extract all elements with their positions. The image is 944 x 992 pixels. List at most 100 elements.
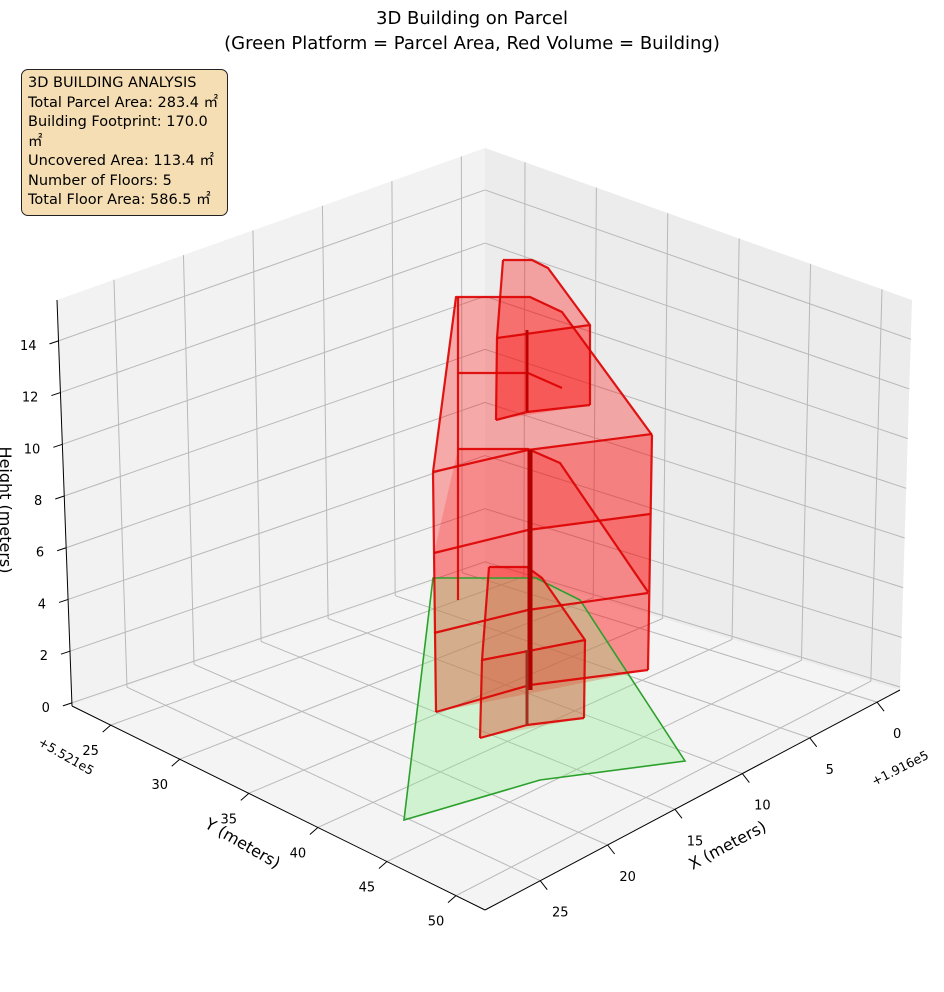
building-edge (646, 434, 654, 671)
z-tick-label: 4 (38, 597, 46, 612)
grid-line-y (317, 638, 733, 828)
grid-line-x (321, 205, 329, 619)
y-tick-label: 45 (359, 881, 376, 896)
grid-line-y (523, 162, 526, 577)
grid-line-y (386, 659, 802, 863)
x-tick (741, 773, 750, 783)
parcel-platform (403, 577, 687, 822)
z-tick-label: 8 (34, 494, 42, 509)
parcel-polygon (403, 577, 687, 822)
chart-title: 3D Building on Parcel (Green Platform = … (0, 6, 944, 56)
grid-line-z (484, 401, 905, 539)
building-edge (494, 337, 499, 421)
z-tick-label: 0 (42, 701, 50, 716)
grid-line-y (455, 680, 872, 897)
x-tick-label: 5 (826, 763, 834, 778)
grid-line-z (484, 455, 904, 589)
x-tick-label: 20 (619, 870, 636, 885)
grid-line-z (69, 508, 486, 652)
info-heading: 3D BUILDING ANALYSIS (28, 75, 197, 91)
grid-line-y (110, 576, 525, 726)
x-tick (674, 808, 683, 819)
building-face (434, 514, 650, 712)
y-tick-label: 25 (82, 744, 99, 759)
info-line: Total Parcel Area: 283.4 ㎡ (28, 94, 219, 111)
y-tick (240, 792, 250, 801)
grid-line-z (71, 561, 486, 704)
grid-line-x (391, 181, 396, 596)
z-axis-line (56, 299, 73, 707)
grid-line-x (460, 156, 463, 573)
building-edge (480, 565, 587, 662)
grid-lines (58, 156, 911, 897)
grid-line-z (62, 295, 486, 445)
building-edge (582, 639, 587, 719)
grid-line-z (65, 401, 486, 549)
z-tick (51, 392, 61, 397)
grid-line-z (60, 242, 486, 394)
grid-line-z (484, 295, 908, 440)
grid-line-x (113, 279, 128, 688)
x-tick-label: 0 (893, 727, 901, 742)
building-face (496, 325, 590, 420)
z-tick-label: 2 (40, 649, 48, 664)
z-axis-label: Height (meters) (0, 447, 15, 574)
info-line: Building Footprint: 170.0 ㎡ (28, 114, 208, 150)
y-tick (447, 895, 457, 904)
info-line: Number of Floors: 5 (28, 172, 172, 189)
y-tick (378, 861, 388, 869)
y-tick (309, 827, 319, 835)
right-pane (485, 148, 912, 690)
z-tick (62, 702, 73, 707)
y-tick-label: 50 (428, 915, 445, 930)
z-tick (53, 443, 63, 448)
grid-line-z (484, 189, 911, 340)
grid-line-x (327, 618, 743, 775)
grid-line-y (592, 187, 597, 598)
grid-line-x (394, 595, 810, 739)
y-tick-label: 35 (221, 812, 238, 827)
grid-line-x (182, 255, 195, 665)
title-line: 3D Building on Parcel (376, 8, 568, 29)
z-tick-label: 12 (22, 391, 39, 406)
floor-pane (72, 565, 900, 910)
z-tick-label: 14 (20, 339, 37, 354)
grid-line-x (252, 230, 262, 642)
y-axis-line (71, 705, 486, 911)
grid-line-z (484, 242, 910, 390)
building-face (434, 449, 650, 592)
y-tick-label: 30 (151, 778, 168, 793)
grid-line-y (179, 597, 594, 760)
analysis-info-box: 3D BUILDING ANALYSIS Total Parcel Area: … (21, 69, 228, 216)
y-tick (171, 758, 181, 767)
grid-line-z (67, 455, 486, 600)
z-tick (55, 495, 65, 500)
building-face (496, 260, 590, 420)
x-tick (809, 737, 818, 748)
grid-line-x (126, 686, 541, 882)
x-tick (539, 880, 548, 891)
info-line: Total Floor Area: 586.5 ㎡ (28, 192, 211, 208)
info-line: Uncovered Area: 113.4 ㎡ (28, 153, 215, 169)
building-edge (431, 295, 653, 473)
z-tick (56, 547, 67, 552)
grid-line-z (58, 189, 486, 342)
z-tick (49, 340, 59, 345)
building-face (528, 434, 652, 530)
z-tick-label: 10 (24, 442, 41, 457)
z-tick (58, 598, 69, 603)
x-offset-text: +1.916e5 (869, 747, 931, 788)
grid-line-x (260, 640, 676, 810)
grid-line-z (64, 348, 486, 497)
x-tick (876, 701, 885, 712)
grid-line-z (484, 561, 901, 688)
grid-line-y (800, 263, 812, 661)
x-tick-label: 10 (754, 799, 771, 814)
building-edge (458, 447, 649, 593)
grid-line-z (484, 508, 902, 638)
x-tick-label: 25 (552, 906, 569, 921)
subtitle-line: (Green Platform = Parcel Area, Red Volum… (224, 33, 720, 54)
building-edges (431, 258, 654, 740)
z-tick (60, 650, 71, 655)
